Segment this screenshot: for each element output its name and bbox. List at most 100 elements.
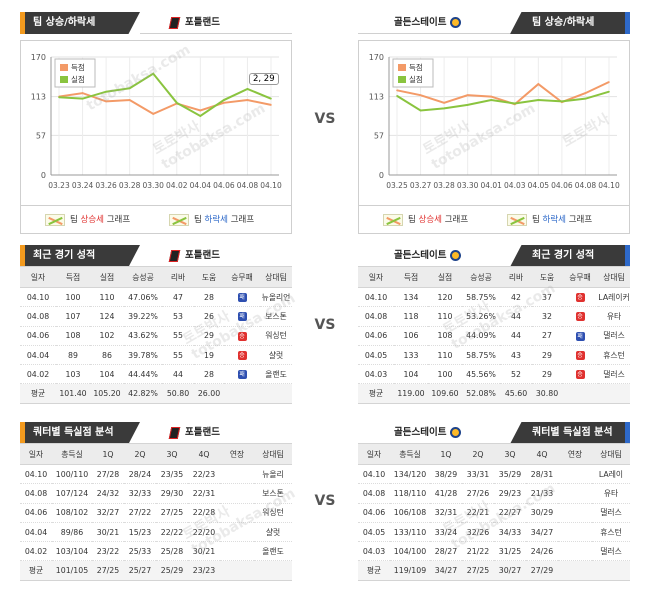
table-cell: 34/33 (494, 522, 526, 543)
table-cell: 04.06 (358, 503, 390, 523)
column-header: 승성공 (124, 266, 162, 288)
result-cell: 패 (224, 287, 260, 308)
result-badge: 승 (237, 331, 247, 341)
vs-label: VS (314, 111, 336, 127)
x-tick-label: 03.28 (433, 181, 455, 190)
table-cell: 27/28 (92, 464, 124, 485)
legend-swatch (60, 64, 68, 71)
data-point (270, 104, 272, 106)
table-cell: 104 (394, 364, 428, 385)
column-header: 일자 (358, 443, 390, 465)
table-row: 04.05 133 110 58.75% 43 29 승 휴스턴 (358, 345, 630, 366)
result-cell: 승 (562, 287, 598, 308)
table-cell: 106 (394, 326, 428, 346)
table-cell: 100 (428, 364, 462, 385)
team-name: 포틀랜드 (168, 12, 220, 34)
column-header: 승무패 (562, 266, 598, 288)
data-point (152, 72, 155, 75)
table-cell: 109.60 (428, 383, 462, 405)
data-point (537, 99, 540, 101)
result-cell: 승 (562, 364, 598, 385)
table-cell: 119/109 (390, 560, 430, 582)
table-cell: 휴스턴 (592, 522, 630, 543)
table-cell: 평균 (358, 560, 390, 582)
accent-bar (625, 12, 630, 34)
section-title: 팀 상승/하락세 (510, 12, 625, 34)
table-cell: LA레이커 (598, 287, 630, 308)
table-cell: 25/33 (124, 541, 156, 562)
table-cell: 샬럿 (260, 345, 292, 366)
graph-icon (169, 213, 189, 226)
data-point (490, 95, 493, 98)
section-title: 최근 경기 성적 (510, 245, 625, 267)
table-cell: 89/86 (52, 522, 92, 543)
data-point (152, 113, 155, 115)
table-cell: 35/29 (494, 464, 526, 485)
table-cell: 워싱턴 (254, 503, 292, 523)
table-cell: 86 (90, 345, 124, 366)
table-cell: 30/21 (92, 522, 124, 543)
table-cell: 21/22 (462, 541, 494, 562)
data-point (128, 87, 131, 90)
table-cell: 22/20 (188, 522, 220, 543)
left-trend-chart: 0 57 113 170 03.23 03.24 03.26 03.28 03.30 04.02 0… (20, 40, 292, 206)
legend-label: 득점 (71, 62, 85, 72)
data-point (58, 96, 60, 99)
data-point (175, 102, 178, 104)
column-header: 리바 (500, 266, 532, 288)
column-header: 연장 (558, 443, 592, 465)
column-header: 4Q (526, 443, 558, 465)
table-cell: 101/105 (52, 560, 92, 582)
table-cell: 50.80 (162, 383, 194, 405)
table-cell (220, 560, 254, 582)
x-tick-label: 04.02 (166, 181, 188, 190)
section-title: 팀 상승/하락세 (25, 12, 140, 34)
table-cell: 43 (500, 345, 532, 366)
x-tick-label: 03.28 (119, 181, 141, 190)
table-cell: 평균 (358, 383, 394, 405)
average-row: 평균 119/109 34/27 27/25 30/27 27/29 (358, 560, 630, 582)
table-cell: 30/27 (494, 560, 526, 582)
accent-bar (20, 245, 25, 267)
table-cell: 27 (532, 326, 562, 346)
table-cell: 22/31 (188, 483, 220, 504)
data-point (396, 89, 398, 92)
column-header: 승무패 (224, 266, 260, 288)
table-cell: 04.03 (358, 541, 390, 562)
legend-up: 팀 상승세 그래프 (383, 212, 468, 228)
table-cell: 30.80 (532, 383, 562, 405)
table-cell: 110 (428, 306, 462, 327)
table-cell (558, 560, 592, 582)
result-badge: 패 (237, 312, 247, 322)
table-cell: 23/35 (156, 464, 188, 485)
table-cell: 04.02 (20, 541, 52, 562)
table-cell: 28/24 (124, 464, 156, 485)
section-title: 쿼터별 득실점 분석 (510, 422, 625, 444)
table-cell: 133/110 (390, 522, 430, 543)
table-cell: 43.62% (124, 326, 162, 346)
team-name: 포틀랜드 (168, 245, 220, 267)
table-cell: 134 (394, 287, 428, 308)
table-cell: 44 (162, 364, 194, 385)
y-tick-label: 0 (379, 171, 384, 180)
table-cell: 유타 (592, 483, 630, 504)
table-cell: 24/26 (526, 541, 558, 562)
section-title: 최근 경기 성적 (25, 245, 140, 267)
table-cell (562, 383, 598, 405)
table-cell: 134/120 (390, 464, 430, 485)
table-row: 04.02 103 104 44.44% 44 28 패 올랜도 (20, 364, 292, 385)
table-cell: 휴스턴 (598, 345, 630, 366)
result-cell: 패 (224, 364, 260, 385)
data-point (105, 100, 107, 103)
data-point (223, 102, 225, 104)
table-cell: 119.00 (394, 383, 428, 405)
legend-label: 득점 (409, 62, 423, 72)
right-trend-chart: 0 57 113 170 03.25 03.27 03.28 03.30 04.01 04.03 0… (358, 40, 630, 206)
table-row: 04.10 134 120 58.75% 42 37 승 LA레이커 (358, 287, 630, 308)
table-cell: 100 (56, 287, 90, 308)
result-badge: 승 (575, 293, 585, 303)
table-row: 04.06 106 108 44.09% 44 27 패 댈러스 (358, 326, 630, 346)
table-row: 04.08 118 110 53.26% 44 32 승 유타 (358, 306, 630, 327)
